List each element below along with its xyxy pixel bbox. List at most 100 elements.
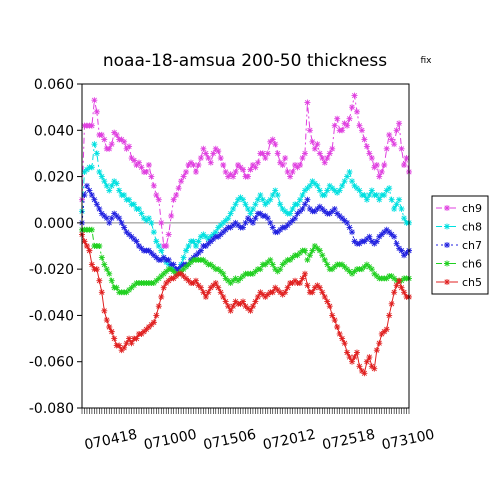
point-ch8-5	[91, 141, 98, 148]
point-ch8-14	[113, 180, 120, 187]
y-tick-label: -0.020	[29, 262, 74, 278]
point-ch8-78	[272, 187, 279, 194]
point-ch5-48	[197, 284, 204, 291]
point-ch8-84	[287, 210, 294, 217]
point-ch6-107	[344, 266, 351, 273]
point-ch6-32	[158, 273, 165, 280]
point-ch6-72	[257, 266, 264, 273]
point-ch7-52	[207, 238, 214, 245]
point-ch9-41	[180, 173, 187, 180]
point-ch8-102	[331, 187, 338, 194]
point-ch5-86	[292, 277, 299, 284]
point-ch5-119	[373, 347, 380, 354]
point-ch5-94	[311, 284, 318, 291]
chart-title: noaa-18-amsua 200-50 thickness	[103, 51, 387, 71]
point-ch6-92	[306, 252, 313, 259]
point-ch6-49	[200, 256, 207, 263]
point-ch8-79	[274, 192, 281, 199]
point-ch7-6	[93, 201, 100, 208]
point-ch8-96	[316, 187, 323, 194]
point-ch6-70	[252, 268, 259, 275]
point-ch7-117	[368, 238, 375, 245]
point-ch8-124	[386, 185, 393, 192]
point-ch8-112	[356, 187, 363, 194]
point-ch7-115	[363, 236, 370, 243]
x-tick-label: 071506	[202, 427, 258, 454]
point-ch7-122	[381, 229, 388, 236]
point-ch5-74	[262, 293, 269, 300]
point-ch5-130	[401, 289, 408, 296]
plot-area: -0.080 -0.060 -0.040 -0.020 0.000 0.020 0.040 0…	[29, 77, 436, 453]
point-ch8-80	[277, 201, 284, 208]
point-ch8-26	[143, 217, 150, 224]
point-ch8-54	[212, 229, 219, 236]
point-ch8-116	[366, 192, 373, 199]
point-ch7-124	[386, 229, 393, 236]
point-ch5-72	[257, 289, 264, 296]
legend-entry-ch7: ch7	[436, 239, 482, 252]
point-ch6-117	[368, 266, 375, 273]
point-ch9-62	[232, 168, 239, 175]
point-ch8-7	[96, 168, 103, 175]
point-ch7-5	[91, 196, 98, 203]
point-ch6-115	[363, 261, 370, 268]
point-ch5-41	[180, 273, 187, 280]
point-ch6-52	[207, 261, 214, 268]
point-ch5-107	[344, 349, 351, 356]
point-ch9-4	[88, 122, 95, 129]
point-ch5-62	[232, 298, 239, 305]
point-ch9-45	[190, 162, 197, 168]
point-ch9-12	[108, 141, 115, 148]
point-ch9-61	[230, 173, 237, 180]
point-ch5-31	[155, 303, 162, 310]
point-ch7-101	[329, 208, 336, 215]
point-ch9-50	[202, 150, 209, 157]
point-ch9-23	[135, 159, 142, 166]
point-ch7-102	[331, 205, 338, 212]
point-ch5-6	[93, 266, 100, 273]
point-ch9-122	[381, 162, 388, 168]
point-ch7-19	[126, 231, 133, 238]
point-ch5-60	[227, 307, 234, 314]
point-ch9-58	[222, 168, 229, 175]
point-ch8-43	[185, 243, 192, 249]
point-ch8-56	[217, 222, 224, 229]
point-ch9-5	[91, 97, 98, 104]
point-ch8-30	[153, 238, 160, 245]
point-ch9-99	[324, 155, 331, 162]
point-ch5-4	[88, 261, 95, 268]
point-ch7-128	[396, 245, 403, 252]
point-ch6-11	[106, 270, 113, 277]
point-ch7-103	[334, 210, 341, 217]
point-ch6-98	[321, 256, 328, 263]
point-ch9-131	[403, 155, 410, 162]
point-ch7-61	[230, 222, 237, 229]
point-ch5-18	[123, 340, 130, 347]
point-ch5-3	[86, 247, 93, 254]
point-ch9-123	[383, 145, 390, 152]
point-ch7-13	[111, 210, 118, 217]
point-ch9-11	[106, 145, 113, 152]
point-ch6-99	[324, 261, 331, 268]
point-ch5-70	[252, 298, 259, 305]
point-ch6-64	[237, 275, 244, 282]
point-ch7-91	[304, 196, 311, 203]
legend-label-ch7: ch7	[462, 239, 482, 252]
series-ch8	[79, 141, 412, 277]
point-ch5-75	[264, 291, 271, 298]
point-ch8-13	[111, 178, 118, 185]
point-ch7-27	[145, 247, 152, 254]
point-ch7-4	[88, 192, 95, 199]
point-ch7-106	[341, 217, 348, 224]
series-ch9	[79, 92, 412, 249]
point-ch6-91	[304, 256, 311, 263]
point-ch7-69	[249, 219, 256, 226]
point-ch8-75	[264, 199, 271, 206]
point-ch5-57	[220, 293, 227, 300]
point-ch9-81	[279, 162, 286, 168]
point-ch6-94	[311, 243, 318, 249]
point-ch5-17	[121, 344, 128, 351]
point-ch7-17	[121, 224, 128, 231]
point-ch7-39	[175, 266, 182, 273]
point-ch6-7	[96, 243, 103, 249]
